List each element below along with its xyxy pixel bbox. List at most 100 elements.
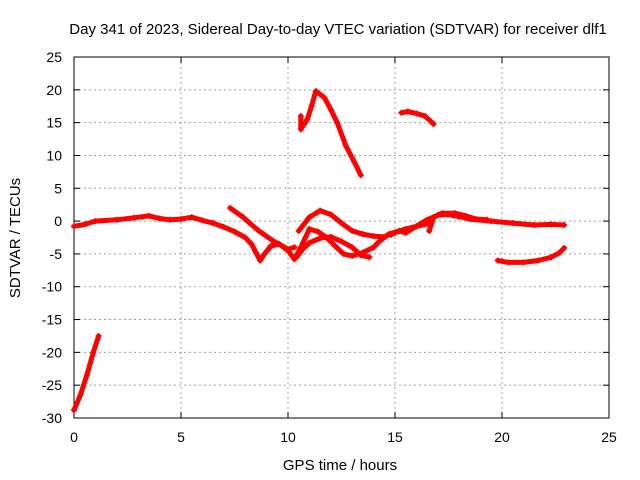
data-point [308, 103, 315, 110]
data-point [381, 233, 388, 240]
data-point [349, 252, 356, 259]
data-point [327, 106, 334, 113]
data-point [535, 257, 542, 264]
x-tick-label: 20 [494, 429, 510, 445]
data-point [312, 88, 319, 95]
data-point [231, 228, 238, 235]
data-point [297, 113, 304, 120]
series-track-10 [495, 245, 567, 265]
x-axis-label: GPS time / hours [283, 457, 397, 474]
x-tick-labels: 0 5 10 15 20 25 [70, 429, 617, 445]
data-point [421, 221, 428, 228]
y-tick-label: 10 [46, 147, 62, 163]
data-point [484, 216, 491, 223]
y-tick-label: 20 [46, 82, 62, 98]
data-point [227, 204, 234, 211]
data-point [520, 259, 527, 266]
data-point [220, 223, 227, 230]
y-tick-labels: -30 -25 -20 -15 -10 -5 0 5 10 15 20 25 [42, 49, 62, 426]
data-point [92, 218, 99, 225]
data-point [248, 241, 255, 248]
y-tick-label: 0 [54, 213, 62, 229]
data-point [531, 222, 538, 229]
data-point [285, 246, 291, 253]
data-point [556, 249, 563, 256]
data-point [71, 223, 77, 230]
y-tick-label: -25 [42, 377, 62, 393]
data-point [357, 172, 364, 179]
data-point [548, 221, 555, 228]
grid [74, 57, 609, 418]
data-point [306, 225, 313, 232]
data-point [327, 211, 334, 218]
data-point [451, 210, 458, 217]
axis-ticks [73, 56, 610, 419]
data-point [430, 120, 437, 127]
data-point [242, 234, 249, 241]
data-point [351, 159, 358, 166]
data-point [261, 250, 268, 257]
data-point [156, 215, 163, 222]
y-tick-label: -30 [42, 410, 62, 426]
data-point [366, 254, 373, 261]
data-point [402, 225, 409, 232]
x-tick-label: 15 [387, 429, 403, 445]
data-point [293, 254, 300, 261]
data-point [83, 372, 90, 379]
data-point [210, 220, 217, 227]
data-point [145, 212, 152, 219]
data-point [255, 227, 262, 234]
data-point [473, 216, 480, 223]
data-point [387, 231, 394, 238]
data-point [494, 257, 501, 264]
data-point [332, 243, 339, 250]
data-series [71, 88, 568, 414]
data-point [561, 245, 568, 252]
data-point [297, 126, 304, 133]
data-point [314, 228, 321, 235]
data-point [548, 254, 555, 261]
data-point [488, 218, 495, 225]
data-point [327, 233, 334, 240]
y-tick-label: -10 [42, 279, 62, 295]
data-point [462, 212, 469, 219]
data-point [421, 113, 428, 120]
data-point [338, 220, 345, 227]
x-tick-label: 0 [70, 429, 78, 445]
data-point [267, 243, 274, 250]
data-point [413, 223, 420, 230]
data-point [317, 235, 324, 242]
data-point [561, 222, 568, 229]
data-point [338, 238, 345, 245]
data-point [370, 244, 377, 251]
data-point [295, 227, 302, 234]
data-point [342, 142, 349, 149]
data-point [188, 214, 195, 221]
data-point [340, 250, 347, 257]
y-tick-label: 25 [46, 49, 62, 65]
data-point [113, 216, 120, 223]
data-point [430, 214, 437, 221]
data-point [178, 216, 184, 223]
data-point [291, 244, 298, 251]
data-point [71, 407, 77, 414]
data-point [270, 237, 277, 244]
data-point [306, 239, 313, 246]
x-tick-label: 10 [280, 429, 296, 445]
y-axis-label: SDTVAR / TECUs [7, 178, 24, 298]
x-tick-label: 5 [177, 429, 185, 445]
data-point [77, 392, 84, 399]
series-track-03 [227, 205, 297, 252]
chart-title: Day 341 of 2023, Sidereal Day-to-day VTE… [69, 21, 606, 38]
data-point [257, 257, 264, 264]
data-point [199, 217, 206, 224]
data-point [81, 221, 88, 228]
data-point [349, 227, 356, 234]
data-point [304, 116, 311, 123]
x-tick-label: 25 [601, 429, 617, 445]
data-point [299, 245, 306, 252]
y-tick-label: 5 [54, 180, 62, 196]
data-point [252, 249, 259, 256]
data-point [404, 108, 411, 115]
